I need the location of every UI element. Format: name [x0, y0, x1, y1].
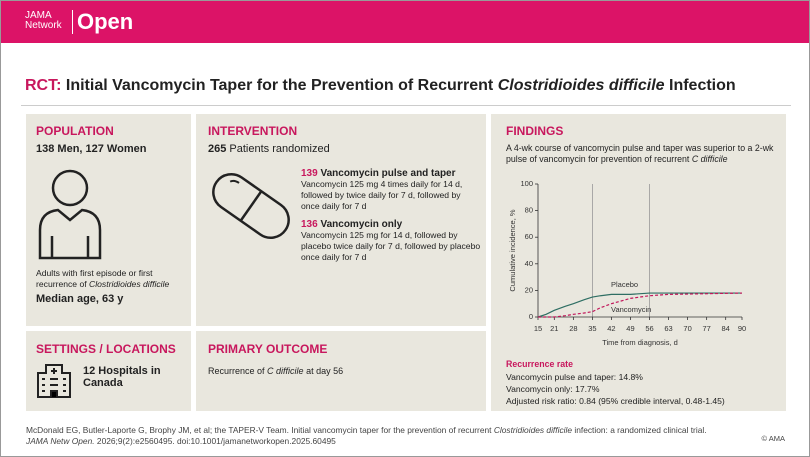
x-tick-label: 70	[683, 324, 691, 333]
text: Patients randomized	[229, 143, 330, 155]
series-label: Placebo	[611, 280, 638, 289]
title-text: Initial Vancomycin Taper for the Prevent…	[65, 77, 494, 94]
randomized: 265 Patients randomized	[208, 143, 330, 155]
heading: PRIMARY OUTCOME	[208, 342, 328, 356]
x-tick-label: 56	[645, 324, 653, 333]
x-tick-label: 28	[569, 324, 577, 333]
y-tick-label: 40	[525, 259, 533, 268]
result: Vancomycin pulse and taper: 14.8%	[506, 372, 643, 382]
x-tick-label: 63	[664, 324, 672, 333]
text: Recurrence of	[208, 366, 265, 376]
heading: FINDINGS	[506, 124, 564, 138]
x-tick-label: 42	[607, 324, 615, 333]
text: Adults with first episode or first recur…	[36, 268, 153, 289]
results: Vancomycin pulse and taper: 14.8% Vancom…	[506, 371, 725, 407]
outcome-panel	[196, 331, 486, 411]
arm-detail: Vancomycin 125 mg 4 times daily for 14 d…	[301, 179, 463, 211]
x-tick-label: 35	[588, 324, 596, 333]
text-italic: Clostridioides difficile	[493, 425, 573, 435]
x-tick-label: 49	[626, 324, 634, 333]
text: 2026;9(2):e2560495. doi:10.1001/jamanetw…	[96, 436, 336, 446]
building-icon	[37, 364, 71, 398]
divider	[72, 10, 73, 34]
median-age: Median age, 63 y	[36, 293, 124, 305]
text: McDonald EG, Butler-Laporte G, Brophy JM…	[26, 425, 492, 435]
series-line	[537, 292, 742, 318]
text-italic: Clostridioides difficile	[89, 279, 170, 289]
result: Adjusted risk ratio: 0.84 (95% credible …	[506, 396, 725, 406]
population-panel	[26, 114, 191, 326]
x-tick-label: 90	[738, 324, 746, 333]
series-line	[538, 292, 743, 318]
brand-open: Open	[77, 9, 134, 34]
findings-panel	[491, 114, 786, 411]
rule	[21, 105, 791, 106]
result: Vancomycin only: 17.7%	[506, 384, 600, 394]
arm-name: Vancomycin pulse and taper	[320, 168, 456, 179]
y-tick-label: 80	[525, 206, 533, 215]
intervention-panel	[196, 114, 486, 326]
arm-detail: Vancomycin 125 mg for 14 d, followed by …	[301, 230, 481, 262]
copyright: © AMA	[761, 434, 785, 443]
arm-name: Vancomycin only	[320, 219, 403, 230]
summary: 138 Men, 127 Women	[36, 143, 147, 155]
y-tick-label: 0	[529, 312, 533, 321]
heading: SETTINGS / LOCATIONS	[36, 342, 176, 356]
count: 265	[208, 143, 227, 155]
journal: JAMA Netw Open.	[26, 436, 95, 446]
citation: McDonald EG, Butler-Laporte G, Brophy JM…	[26, 425, 707, 447]
y-axis-label: Cumulative incidence, %	[508, 209, 517, 291]
brand-text: JAMA	[25, 10, 52, 21]
person-icon	[38, 169, 102, 260]
heading: POPULATION	[36, 124, 114, 138]
arm: 136 Vancomycin only Vancomycin 125 mg fo…	[301, 219, 481, 263]
x-tick-label: 77	[702, 324, 710, 333]
text: at day 56	[306, 366, 344, 376]
arm-count: 136	[301, 219, 318, 230]
series-label: Vancomycin	[611, 305, 651, 314]
title: RCT: Initial Vancomycin Taper for the Pr…	[25, 77, 736, 95]
text-italic: C difficile	[267, 366, 304, 376]
title-prefix: RCT:	[25, 77, 62, 94]
brand: JAMA Network	[25, 11, 62, 31]
arm: 139 Vancomycin pulse and taper Vancomyci…	[301, 168, 481, 212]
outcome-text: Recurrence of C difficile at day 56	[208, 366, 343, 376]
arm-count: 139	[301, 168, 318, 179]
pill-icon	[212, 172, 290, 240]
findings-text: A 4-wk course of vancomycin pulse and ta…	[506, 143, 774, 165]
y-tick-label: 100	[520, 179, 533, 188]
x-tick-label: 84	[722, 324, 730, 333]
title-suffix: Infection	[669, 77, 736, 94]
heading: INTERVENTION	[208, 124, 298, 138]
text: infection: a randomized clinical trial.	[574, 425, 707, 435]
header-bar	[1, 1, 809, 43]
title-italic: Clostridioides difficile	[497, 77, 665, 94]
x-axis-label: Time from diagnosis, d	[602, 338, 678, 347]
y-tick-label: 20	[525, 285, 533, 294]
text-italic: C difficile	[691, 154, 728, 164]
x-tick-label: 21	[550, 324, 558, 333]
x-tick-label: 15	[534, 324, 542, 333]
y-tick-label: 60	[525, 232, 533, 241]
text: A 4-wk course of vancomycin pulse and ta…	[506, 143, 774, 164]
brand-text: Network	[25, 20, 62, 31]
recurrence-heading: Recurrence rate	[506, 359, 573, 369]
settings-text: 12 Hospitals in Canada	[83, 365, 161, 389]
population-description: Adults with first episode or first recur…	[36, 268, 186, 290]
